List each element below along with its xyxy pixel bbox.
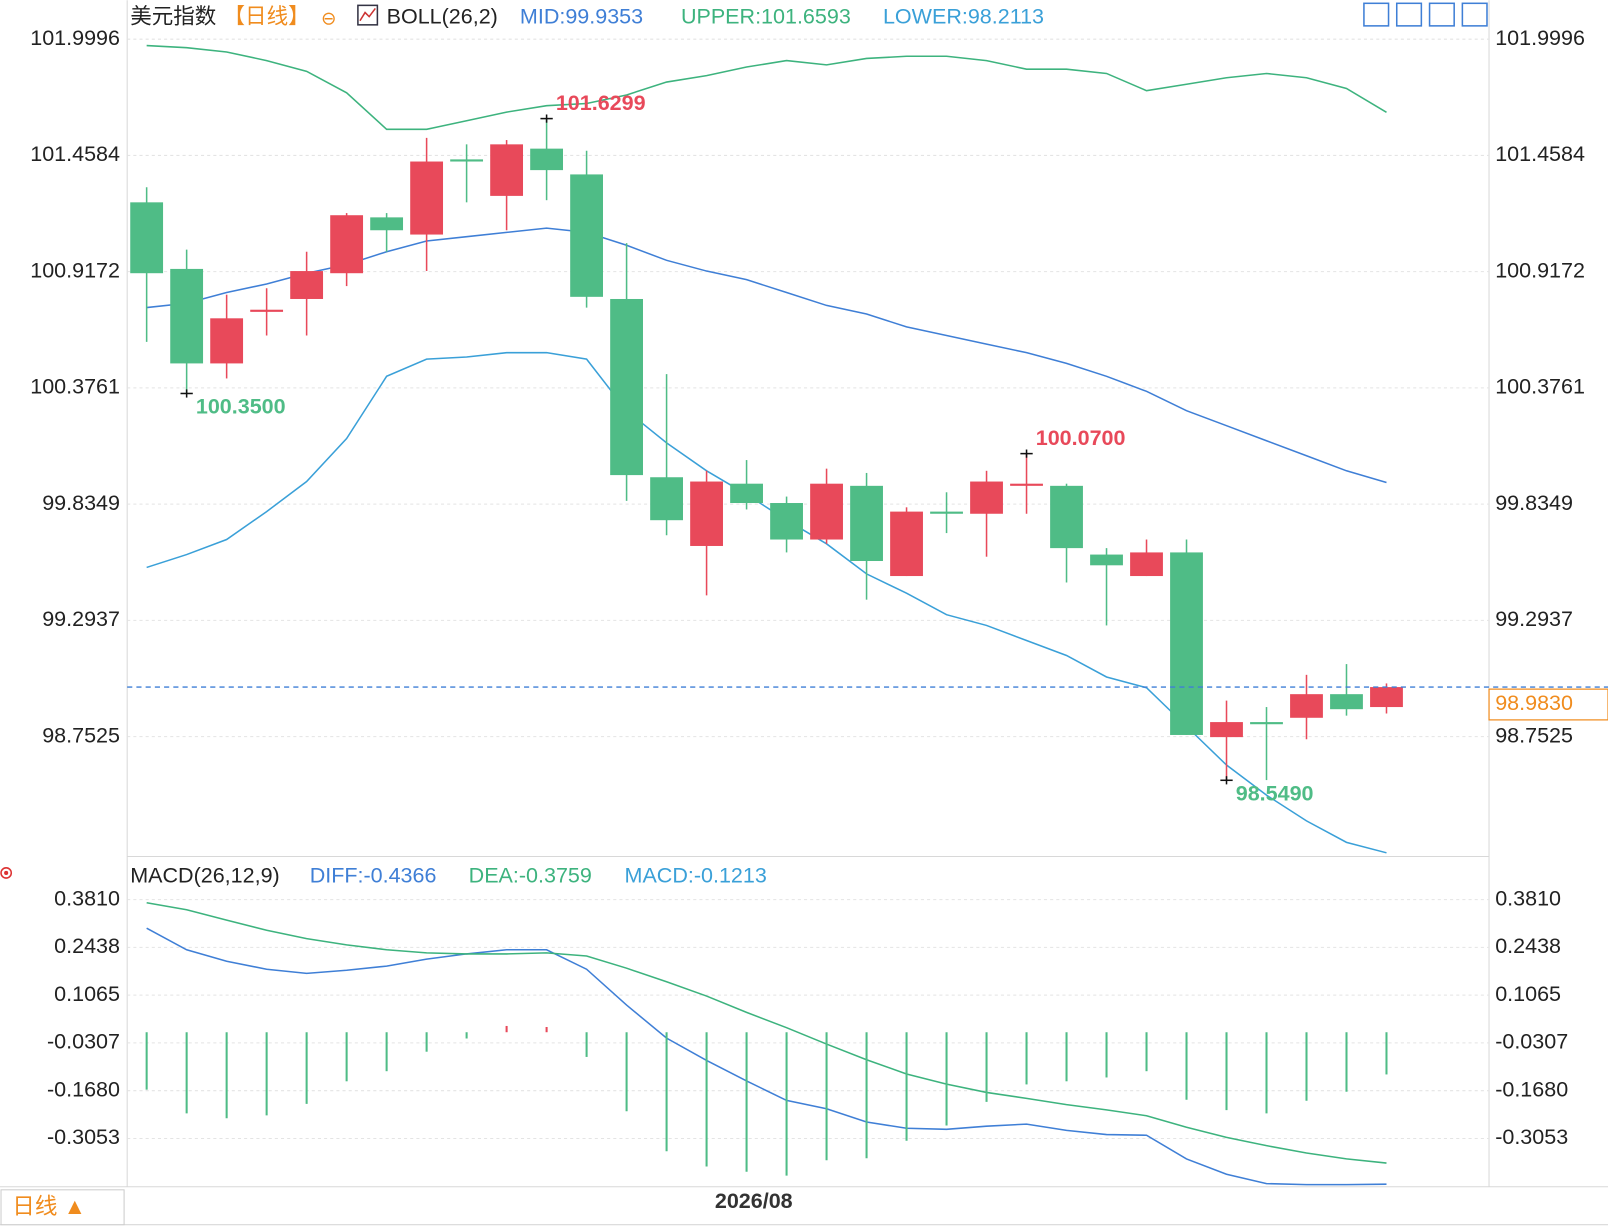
y-tick-label: 0.1065: [54, 982, 120, 1006]
legend-entry: MID:99.9353: [520, 4, 643, 28]
toolbar: [1363, 2, 1488, 27]
candle-body: [570, 174, 603, 297]
zoom-icon[interactable]: ⊖: [321, 8, 336, 29]
candle-body: [810, 483, 843, 540]
candle-body: [1090, 554, 1123, 566]
tool-button[interactable]: [1428, 2, 1455, 27]
legend-entry: DIFF:-0.4366: [310, 864, 437, 888]
y-tick-label: -0.0307: [47, 1030, 120, 1054]
y-tick-label-right: -0.0307: [1495, 1030, 1568, 1054]
icon-line: [359, 7, 376, 22]
candle-body: [1330, 694, 1363, 710]
macd-line: [146, 927, 1387, 1186]
candle-body: [290, 271, 324, 299]
period-button-frame[interactable]: [0, 1189, 125, 1226]
candle-body: [530, 148, 564, 171]
icon-dot: [4, 870, 9, 875]
x-tick-label: 2026/08: [715, 1189, 793, 1213]
macd-icon[interactable]: [0, 867, 13, 879]
candle-body: [1170, 552, 1203, 735]
candle-body: [410, 161, 444, 235]
y-tick-label-right: -0.3053: [1495, 1125, 1568, 1149]
y-tick-label-right: 100.9172: [1495, 258, 1585, 282]
candle-body: [450, 159, 484, 162]
y-tick-label-right: 0.3810: [1495, 886, 1561, 910]
y-tick-label-right: 0.2438: [1495, 934, 1561, 958]
candle-body: [650, 477, 683, 521]
y-tick-label-right: 101.4584: [1495, 142, 1585, 166]
legend-entry: LOWER:98.2113: [883, 4, 1044, 28]
legend-entry: MACD:-0.1213: [625, 864, 767, 888]
period-label: 【日线】: [224, 4, 310, 28]
candle-body: [1010, 483, 1043, 486]
tool-button[interactable]: [1395, 2, 1423, 27]
last-price-label: 98.9830: [1495, 691, 1573, 715]
indicator-label: MACD(26,12,9): [130, 864, 279, 888]
candle-body: [690, 481, 723, 546]
candle-body: [490, 144, 524, 196]
candle-body: [370, 217, 404, 231]
y-tick-label-right: 101.9996: [1495, 26, 1585, 50]
y-tick-label: -0.3053: [47, 1125, 120, 1149]
candle-body: [970, 481, 1003, 514]
boll-line: [146, 44, 1387, 131]
candle-body: [770, 503, 803, 540]
y-tick-label: 99.2937: [42, 607, 120, 631]
candle-body: [1290, 694, 1323, 718]
y-tick-label-right: 100.3761: [1495, 375, 1585, 399]
candle-body: [210, 318, 244, 364]
y-tick-label: 100.9172: [30, 258, 120, 282]
y-tick-label: 101.9996: [30, 26, 120, 50]
candle-body: [850, 485, 883, 562]
y-tick-label-right: 0.1065: [1495, 982, 1561, 1006]
candle-body: [1370, 687, 1403, 708]
candle-body: [1210, 722, 1243, 738]
legend-entry: UPPER:101.6593: [681, 4, 851, 28]
candle-body: [1250, 722, 1283, 725]
extreme-label: 101.6299: [556, 91, 646, 115]
macd-line: [146, 902, 1387, 1164]
candle-body: [730, 483, 763, 504]
y-tick-label-right: -0.1680: [1495, 1077, 1568, 1101]
candle-body: [170, 268, 204, 364]
y-tick-label-right: 98.7525: [1495, 723, 1573, 747]
period-button[interactable]: 日线 ▲: [12, 1194, 86, 1219]
y-tick-label: 98.7525: [42, 723, 120, 747]
chart-title: 美元指数: [130, 4, 216, 28]
tool-button[interactable]: [1363, 2, 1390, 27]
candle-body: [890, 511, 923, 577]
tool-button[interactable]: [1461, 2, 1488, 27]
extreme-label: 98.5490: [1236, 781, 1314, 805]
candle-body: [330, 215, 364, 274]
extreme-label: 100.0700: [1036, 426, 1126, 450]
y-tick-label: -0.1680: [47, 1077, 120, 1101]
candle-body: [1130, 552, 1163, 577]
y-tick-label: 100.3761: [30, 375, 120, 399]
y-tick-label-right: 99.2937: [1495, 607, 1573, 631]
y-tick-label: 101.4584: [30, 142, 120, 166]
candle-body: [610, 298, 643, 476]
indicator-label: BOLL(26,2): [387, 4, 498, 28]
indicator-icon[interactable]: [357, 4, 379, 26]
icon-ring: [0, 867, 13, 879]
y-tick-label: 0.3810: [54, 886, 120, 910]
legend-entry: DEA:-0.3759: [469, 864, 592, 888]
candle-body: [930, 511, 963, 514]
last-price-box: [1488, 688, 1608, 721]
candle-body: [1050, 485, 1083, 549]
y-tick-label: 99.8349: [42, 491, 120, 515]
y-tick-label-right: 99.8349: [1495, 491, 1573, 515]
y-tick-label: 0.2438: [54, 934, 120, 958]
extreme-label: 100.3500: [196, 395, 286, 419]
candle-body: [130, 202, 164, 274]
candle-body: [250, 309, 284, 312]
